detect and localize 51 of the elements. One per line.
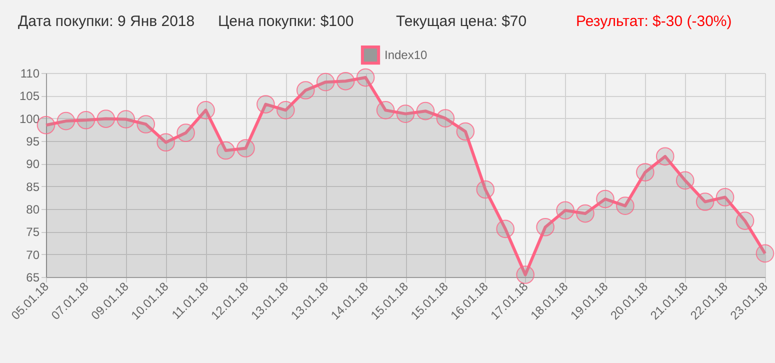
point [736, 212, 754, 230]
point [756, 244, 774, 263]
y-tick-label: 70 [26, 248, 40, 262]
point [636, 163, 654, 182]
y-tick-label: 85 [26, 180, 40, 194]
y-tick-label: 95 [26, 134, 40, 148]
point [116, 110, 136, 128]
point [696, 192, 714, 211]
point [496, 220, 515, 238]
point [676, 171, 694, 190]
text: Дата покупки: 9 Янв 2018 [18, 13, 195, 30]
point [396, 104, 415, 123]
point [256, 95, 275, 114]
y-tick-label: 75 [26, 225, 40, 240]
y-tick-label: 100 [19, 112, 40, 126]
point [576, 204, 594, 223]
point [276, 101, 295, 120]
point [216, 141, 235, 160]
point [716, 188, 734, 206]
text: Результат: $-30 (-30%) [576, 13, 732, 30]
y-tick-label: 80 [26, 202, 40, 216]
point [56, 112, 76, 130]
point [376, 101, 395, 120]
point [596, 190, 614, 208]
point [476, 180, 495, 199]
point [96, 110, 116, 128]
point [236, 139, 255, 158]
legend-label: Index10 [384, 48, 428, 62]
point [556, 201, 574, 220]
point [156, 133, 175, 152]
point [196, 101, 215, 120]
point [656, 147, 674, 166]
point [616, 196, 634, 215]
point [436, 109, 455, 128]
text: Текущая цена: $70 [396, 13, 527, 30]
point [136, 115, 156, 134]
y-tick-label: 105 [19, 89, 40, 104]
point [76, 111, 96, 130]
y-tick-label: 110 [20, 66, 40, 80]
point [456, 122, 475, 141]
point [516, 266, 534, 284]
point [536, 218, 554, 236]
point [176, 124, 195, 142]
point [336, 72, 355, 90]
text: Цена покупки: $100 [218, 13, 354, 30]
y-tick-label: 90 [26, 157, 40, 172]
point [316, 72, 335, 92]
point [296, 81, 315, 100]
y-tick-label: 65 [26, 270, 40, 284]
point [416, 102, 435, 120]
point [356, 68, 375, 87]
